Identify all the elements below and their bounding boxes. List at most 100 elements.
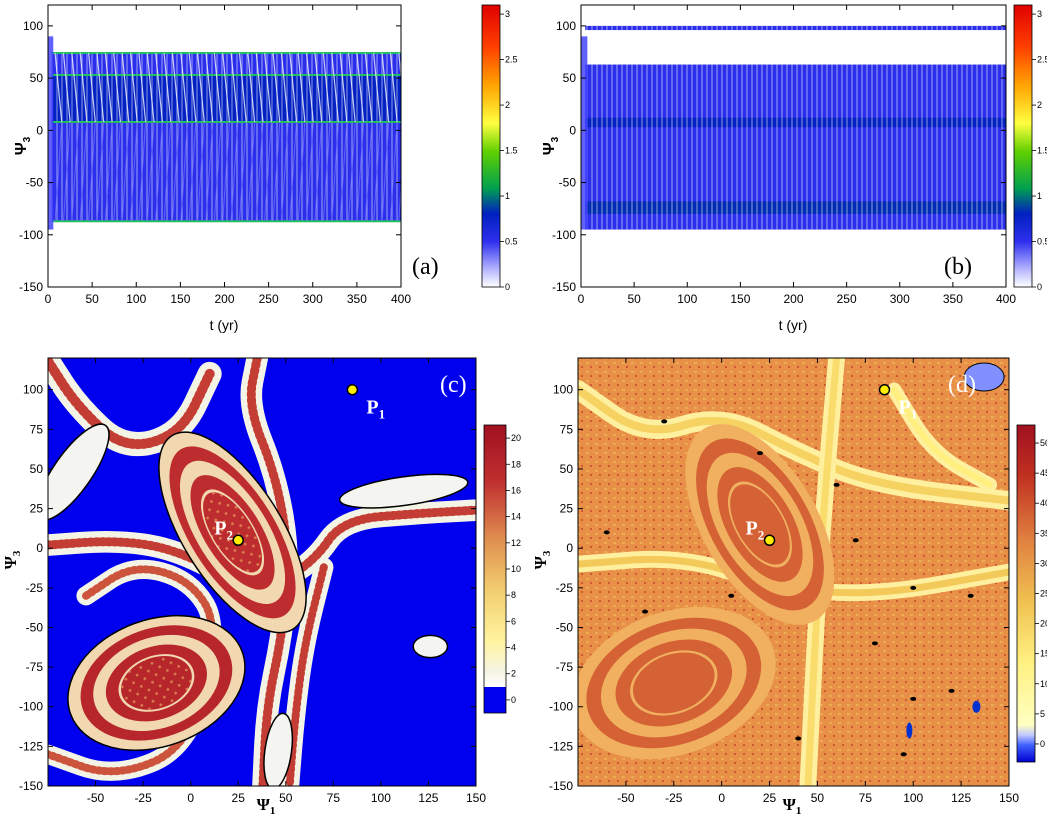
x-tick-label: 150 — [730, 292, 750, 306]
chaotic-blob — [795, 736, 802, 741]
x-tick-label: 200 — [783, 292, 803, 306]
oscillation-trace — [230, 52, 239, 123]
oscillation-trace — [71, 52, 80, 123]
panel-b-heatmap — [581, 25, 1006, 230]
panel-b-x-axis-label: t (yr) — [779, 317, 808, 333]
oscillation-trace — [339, 121, 348, 222]
x-tick-label: 300 — [890, 292, 910, 306]
oscillation-trace — [373, 121, 381, 222]
oscillation-trace — [213, 121, 222, 222]
panel-c-x-axis-label: Ψ1 — [257, 795, 276, 817]
oscillation-trace — [171, 52, 180, 123]
oscillation-trace — [138, 121, 147, 222]
oscillation-trace — [205, 121, 214, 222]
y-tick-label: -100 — [552, 228, 576, 242]
panel-d-label: (d) — [948, 372, 976, 398]
oscillation-trace — [272, 52, 281, 123]
resonance-core-texture — [121, 656, 192, 710]
oscillation-trace — [163, 52, 172, 123]
oscillation-trace — [305, 52, 314, 123]
x-tick-label: 50 — [85, 292, 99, 306]
oscillation-trace — [373, 52, 381, 123]
oscillation-trace — [54, 52, 63, 123]
chaotic-blob — [642, 609, 649, 614]
x-tick-label: 25 — [763, 791, 777, 805]
panel-d-points: P1 P2 — [746, 383, 917, 547]
oscillation-trace — [381, 121, 390, 222]
point-marker — [232, 534, 244, 547]
escape-region — [963, 362, 1005, 392]
oscillation-trace — [398, 52, 401, 82]
x-tick-label: -50 — [617, 791, 635, 805]
oscillation-trace — [188, 121, 197, 222]
panel-c-colorbar-ticks: 0 2 4 6 8 10 12 14 16 18 20 — [506, 433, 521, 705]
resonance-core-texture — [203, 492, 262, 573]
colorbar-tick-label: 12 — [511, 538, 521, 548]
colorbar-tick-label: 2 — [511, 669, 516, 679]
chaotic-blob — [756, 451, 763, 456]
separatrix-core — [891, 386, 993, 488]
colorbar-tick-label: 8 — [511, 590, 516, 600]
colorbar-tick-label: 1.5 — [505, 146, 518, 156]
x-tick-label: 0 — [718, 791, 725, 805]
y-tick-label: -50 — [556, 620, 574, 634]
y-tick-label: 50 — [560, 462, 574, 476]
transient — [48, 36, 54, 230]
panel-a: -150 -100 -50 0 50 100 0 50 100 150 200 250 300 350 4… — [13, 4, 518, 333]
chaotic-blob — [967, 593, 974, 598]
colorbar-tick-label: 15 — [1040, 649, 1047, 659]
oscillation-trace — [331, 121, 339, 222]
oscillation-trace — [113, 121, 121, 222]
density-band-texture — [585, 201, 1006, 214]
colorbar-tick-label: 0 — [511, 695, 516, 705]
oscillation-trace — [104, 52, 113, 123]
oscillation-trace — [96, 52, 105, 123]
x-tick-label: 50 — [811, 791, 825, 805]
oscillation-trace — [389, 52, 398, 123]
oscillation-trace — [62, 52, 71, 123]
panel-d-colorbar: 0 5 10 15 20 25 30 35 40 45 50 — [1016, 424, 1047, 763]
oscillation-trace — [196, 52, 205, 123]
colorbar-tick-label: 6 — [511, 616, 516, 626]
panel-d-x-ticks: -50 -25 0 25 50 75 100 125 150 — [617, 358, 1019, 805]
colorbar-tick-label: 1 — [505, 191, 510, 201]
y-tick-label: 50 — [30, 71, 44, 85]
y-tick-label: 100 — [23, 19, 43, 33]
panel-c-y-axis-label: Ψ3 — [1, 550, 23, 569]
colorbar-tick-label: 0 — [505, 282, 510, 292]
density-band-texture — [585, 25, 1006, 31]
oscillation-trace — [71, 121, 80, 222]
panel-a-colorbar-ticks: 0 0.5 1 1.5 2 2.5 3 — [500, 9, 518, 292]
colorbar-tick-label: 2 — [505, 100, 510, 110]
y-tick-label: 0 — [569, 123, 576, 137]
y-tick-label: -100 — [19, 700, 43, 714]
oscillation-trace — [163, 121, 172, 222]
oscillation-trace — [222, 52, 231, 123]
oscillation-trace — [347, 121, 356, 222]
oscillation-trace — [314, 52, 323, 123]
oscillation-trace — [289, 121, 298, 222]
y-tick-label: -50 — [559, 176, 577, 190]
x-tick-label: 250 — [259, 292, 279, 306]
x-tick-label: 400 — [996, 292, 1016, 306]
oscillation-trace — [247, 121, 256, 222]
x-tick-label: -25 — [134, 791, 152, 805]
panel-a-x-ticks: 0 50 100 150 200 250 300 350 400 — [45, 5, 411, 306]
x-tick-label: 50 — [627, 292, 641, 306]
x-tick-label: 125 — [951, 791, 971, 805]
colorbar-tick-label: 18 — [511, 459, 521, 469]
x-tick-label: 100 — [126, 292, 146, 306]
panel-d-frame — [577, 357, 1010, 787]
stable-island — [412, 634, 449, 659]
panel-a-heatmap — [48, 36, 401, 230]
y-tick-label: 100 — [556, 19, 576, 33]
separatrix-core — [48, 565, 217, 776]
oscillation-trace — [264, 52, 272, 123]
x-tick-label: 50 — [279, 791, 293, 805]
oscillation-trace — [264, 121, 272, 222]
stable-island — [263, 712, 294, 786]
separatrix-core — [578, 385, 1009, 505]
panel-d-x-axis-label: Ψ1 — [783, 795, 802, 817]
oscillation-trace — [247, 52, 256, 123]
